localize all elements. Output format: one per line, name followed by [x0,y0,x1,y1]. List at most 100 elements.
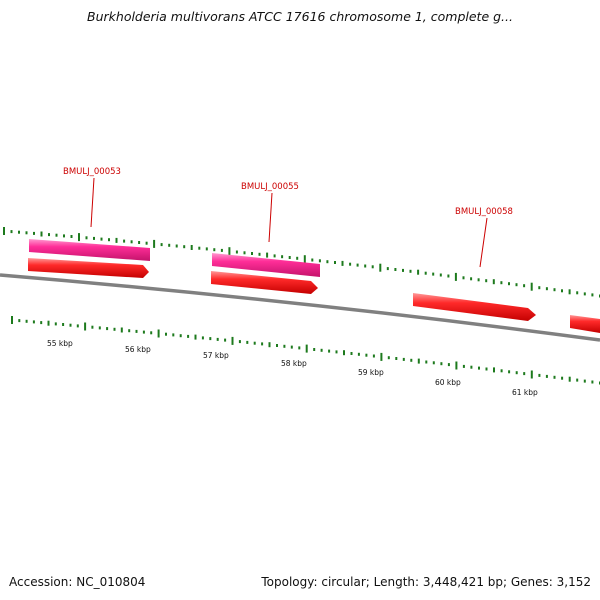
tick-lower-42 [320,348,323,352]
scale-label-61: 61 kbp [512,388,538,397]
tick-upper-9 [70,235,73,238]
gene-label-bmulj-00053[interactable]: BMULJ_00053 [63,167,121,177]
gene-label-leader-2 [268,192,273,243]
tick-upper-43 [326,260,329,264]
tick-lower-70 [530,370,533,379]
tick-lower-31 [238,340,241,344]
tick-upper-27 [205,247,208,251]
tick-lower-59 [447,363,450,367]
tick-upper-73 [553,288,556,292]
tick-upper-26 [198,246,201,250]
tick-lower-51 [387,356,390,360]
tick-upper-42 [318,259,321,263]
tick-upper-29 [220,248,223,252]
tick-lower-52 [395,357,398,360]
tick-lower-38 [290,345,293,349]
tick-lower-14 [113,327,116,331]
tick-upper-14 [108,238,110,242]
tick-upper-60 [454,272,457,281]
gene-label-bmulj-00058[interactable]: BMULJ_00058 [455,207,513,217]
tick-lower-62 [470,365,473,369]
tick-lower-41 [313,348,316,351]
tick-upper-10 [78,233,80,242]
tick-lower-55 [417,358,420,364]
tick-upper-62 [470,277,473,281]
tick-upper-23 [175,244,178,248]
tick-lower-50 [380,352,383,361]
gene-arrow-1[interactable] [28,258,149,278]
tick-upper-28 [213,248,216,252]
tick-upper-8 [63,234,65,238]
tick-upper-13 [100,237,103,241]
tick-lower-65 [493,367,495,373]
tick-upper-76 [576,291,579,295]
cds-feature-1[interactable] [29,239,150,261]
gene-arrow-4[interactable] [570,315,600,333]
tick-upper-31 [235,250,238,254]
tick-upper-46 [349,262,352,266]
tick-lower-36 [276,344,278,347]
tick-lower-67 [508,370,511,374]
tick-lower-18 [142,330,145,334]
gene-arrow-2[interactable] [211,271,318,294]
tick-lower-29 [224,338,227,342]
tick-lower-47 [357,352,360,356]
tick-upper-11 [85,236,88,240]
tick-upper-37 [281,255,284,259]
tick-lower-63 [478,366,480,370]
gene-label-bmulj-00055[interactable]: BMULJ_00055 [241,182,299,192]
tick-lower-48 [365,353,368,357]
tick-lower-73 [553,375,556,379]
tick-lower-66 [500,369,503,373]
tick-lower-53 [402,357,405,361]
tick-lower-60 [455,361,458,370]
tick-upper-21 [160,243,163,247]
tick-upper-20 [153,239,156,248]
tick-lower-75 [568,376,571,382]
tick-upper-47 [356,263,359,267]
tick-lower-20 [157,329,160,338]
accession-text: Accession: NC_010804 [9,575,146,589]
tick-lower-54 [410,358,413,362]
tick-lower-74 [561,376,564,380]
scale-labels: 55 kbp 56 kbp 57 kbp 58 kbp 59 kbp 60 kb… [47,339,538,397]
tick-lower-61 [462,364,465,368]
tick-upper-4 [33,231,35,235]
tick-upper-54 [409,269,412,273]
chromosome-backbone [0,273,600,342]
cds-feature-2[interactable] [212,253,320,277]
tick-upper-53 [402,268,404,272]
tick-upper-38 [288,256,291,259]
gene-label-leader-1 [90,177,95,228]
gene-arrow-3[interactable] [413,293,536,321]
tick-upper-57 [432,272,435,276]
tick-lower-16 [128,329,131,333]
tick-upper-74 [561,289,563,293]
tick-upper-78 [591,293,594,297]
tick-lower-56 [425,360,428,364]
tick-upper-34 [258,252,261,256]
tick-upper-1 [10,230,13,234]
tick-lower-8 [69,323,72,327]
tick-lower-39 [298,346,301,350]
tick-lower-33 [253,341,256,345]
scale-label-57: 57 kbp [203,351,229,360]
tick-lower-25 [194,334,197,340]
scale-label-55: 55 kbp [47,339,73,348]
tick-lower-68 [515,371,518,375]
tick-upper-17 [130,240,133,244]
tick-upper-41 [311,258,314,262]
tick-upper-2 [18,230,20,234]
tick-lower-35 [268,342,271,348]
tick-lower-19 [150,331,153,335]
tick-upper-59 [447,274,450,278]
tick-upper-40 [303,255,306,264]
tick-upper-61 [462,276,465,280]
tick-lower-4 [40,321,43,325]
tick-lower-27 [209,337,212,341]
tick-upper-30 [228,247,231,256]
tick-upper-50 [379,263,382,272]
tick-upper-22 [168,243,171,247]
tick-lower-15 [120,327,123,333]
